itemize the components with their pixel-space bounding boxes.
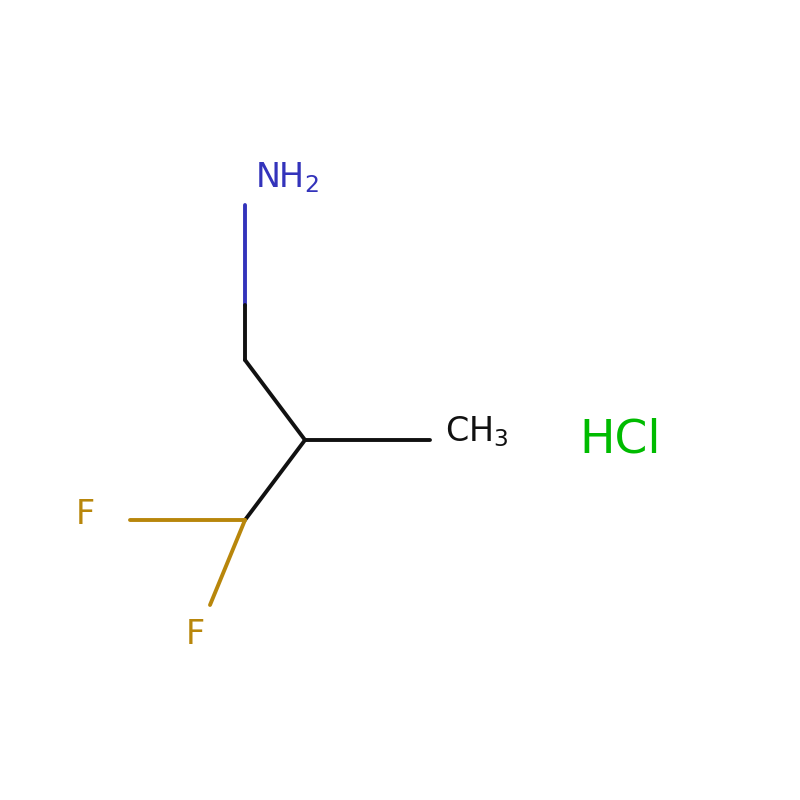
Text: CH$_3$: CH$_3$ (445, 414, 509, 450)
Text: F: F (75, 498, 94, 531)
Text: HCl: HCl (579, 418, 661, 462)
Text: F: F (186, 618, 205, 651)
Text: NH$_2$: NH$_2$ (255, 160, 318, 195)
